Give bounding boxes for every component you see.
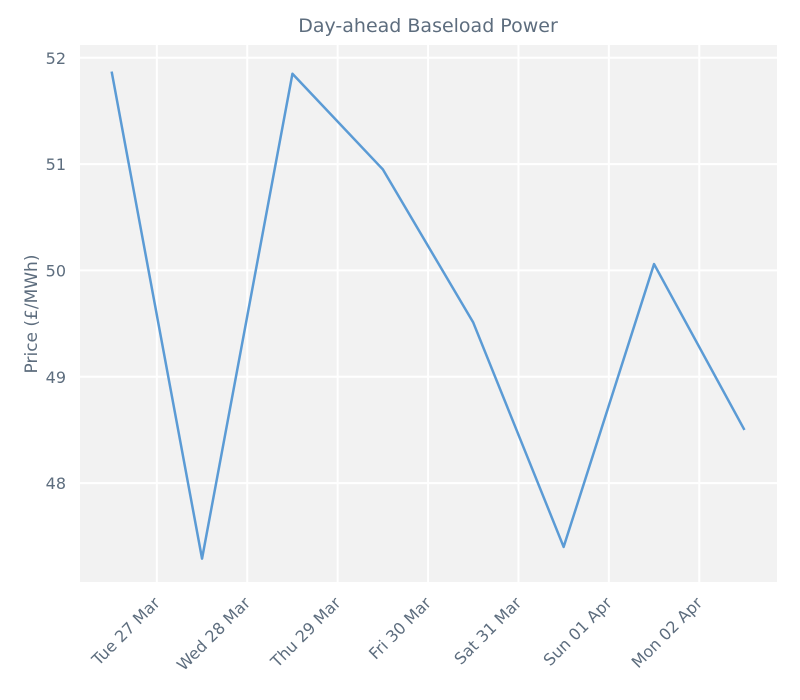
y-tick-label: 50 xyxy=(46,261,66,280)
x-tick-label: Thu 29 Mar xyxy=(266,593,345,672)
x-tick-label: Fri 30 Mar xyxy=(365,593,435,663)
y-tick-label: 48 xyxy=(46,474,66,493)
chart-title: Day-ahead Baseload Power xyxy=(298,15,558,37)
y-tick-label: 49 xyxy=(46,368,66,387)
y-tick-label: 52 xyxy=(46,49,66,68)
y-tick-label: 51 xyxy=(46,155,66,174)
x-tick-label: Sun 01 Apr xyxy=(540,593,616,669)
y-axis-label: Price (£/MWh) xyxy=(22,255,42,374)
x-tick-label: Wed 28 Mar xyxy=(173,593,254,674)
x-tick-label: Mon 02 Apr xyxy=(628,593,707,672)
line-series xyxy=(110,71,746,560)
x-tick-label: Tue 27 Mar xyxy=(87,593,164,670)
x-tick-label: Sat 31 Mar xyxy=(450,593,525,668)
